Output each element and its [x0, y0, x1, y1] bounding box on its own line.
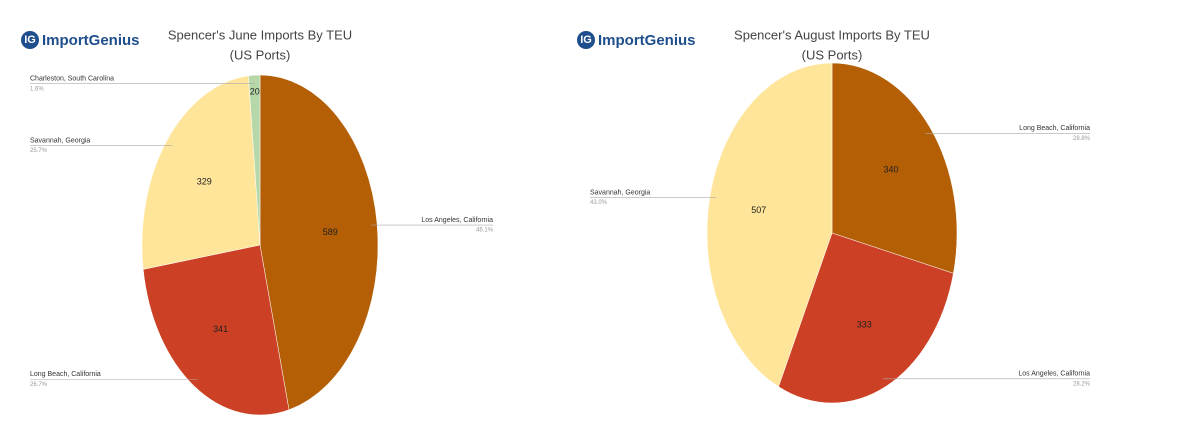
- slice-value: 20: [250, 87, 260, 97]
- slice-percent: 28.8%: [1073, 136, 1091, 142]
- slice-value: 340: [883, 164, 898, 174]
- slice-label: Long Beach, California: [1019, 125, 1090, 132]
- slice-percent: 46.1%: [476, 228, 494, 234]
- slice-label: Long Beach, California: [30, 371, 101, 378]
- slice-label: Savannah, Georgia: [590, 189, 650, 196]
- chart-title: Spencer's August Imports By TEU: [734, 27, 930, 42]
- chart-title: Spencer's June Imports By TEU: [168, 27, 352, 42]
- slice-percent: 1.6%: [30, 86, 44, 92]
- pie-slice: [778, 232, 954, 404]
- slice-value: 329: [197, 176, 212, 186]
- slice-percent: 43.0%: [590, 200, 608, 206]
- pie-slice: [831, 62, 958, 274]
- slice-percent: 28.2%: [1073, 381, 1091, 387]
- chart-subtitle: (US Ports): [802, 47, 863, 62]
- logo-icon: IG: [580, 34, 592, 46]
- slice-percent: 25.7%: [30, 148, 48, 154]
- pie-slice: [706, 62, 833, 388]
- logo: ImportGenius: [42, 32, 140, 49]
- slice-percent: 26.7%: [30, 382, 48, 388]
- slice-value: 341: [213, 324, 228, 334]
- logo: ImportGenius: [598, 32, 696, 49]
- slice-label: Charleston, South Carolina: [30, 76, 114, 83]
- chart-subtitle: (US Ports): [230, 47, 291, 62]
- slice-value: 507: [751, 205, 766, 215]
- logo-icon-bg: [21, 31, 39, 49]
- logo-icon: IG: [24, 34, 36, 46]
- pie-slice: [141, 75, 261, 270]
- slice-label: Savannah, Georgia: [30, 137, 90, 144]
- pie-slice: [142, 244, 290, 416]
- slice-label: Los Angeles, California: [1018, 371, 1090, 378]
- slice-value: 589: [323, 227, 338, 237]
- logo-icon-bg: [577, 31, 595, 49]
- pie-slice: [259, 74, 379, 411]
- slice-label: Los Angeles, California: [421, 217, 493, 224]
- slice-value: 333: [857, 319, 872, 329]
- pie-slice: [248, 74, 261, 246]
